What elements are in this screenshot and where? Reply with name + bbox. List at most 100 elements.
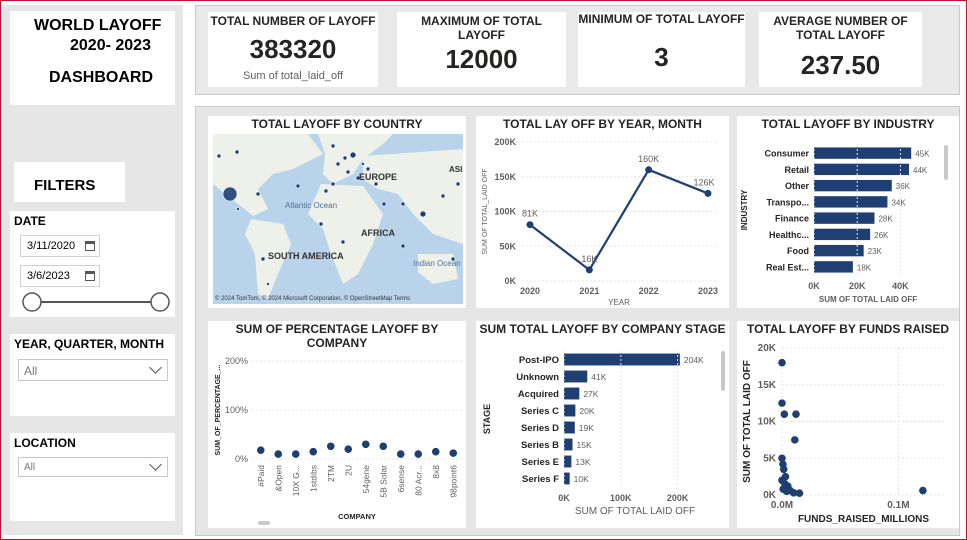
percentage-chart-visual[interactable]: SUM OF PERCENTAGE LAYOFF BY COMPANY 0% 10… bbox=[208, 321, 466, 528]
date-end-value: 3/6/2023 bbox=[27, 270, 70, 282]
stage-bar-chart[interactable]: Post-IPO 204K Unknown 41K Acquired 27K Series … bbox=[476, 321, 729, 528]
slider-start-handle[interactable] bbox=[22, 292, 42, 312]
data-point bbox=[778, 399, 786, 407]
x-tick-label: 98point6 bbox=[448, 465, 458, 498]
x-axis-label: SUM OF TOTAL LAID OFF bbox=[819, 295, 917, 304]
dashboard-title-line2: 2020- 2023 bbox=[70, 37, 151, 54]
data-label: 18K bbox=[857, 263, 872, 272]
data-point bbox=[778, 358, 786, 367]
location-dropdown-value: All bbox=[24, 462, 36, 473]
data-label: 28K bbox=[878, 215, 893, 224]
data-label: 16K bbox=[581, 254, 597, 264]
x-tick-label: 2023 bbox=[698, 286, 718, 296]
kpi-title: AVERAGE NUMBER OF TOTAL LAYOFF bbox=[773, 14, 908, 42]
data-point bbox=[526, 221, 534, 229]
date-start-input[interactable]: 3/11/2020 bbox=[20, 235, 100, 257]
data-point bbox=[344, 445, 353, 453]
bar bbox=[814, 179, 892, 192]
x-tick-label: 0.0M bbox=[771, 500, 793, 511]
funds-scatter-chart[interactable]: 0K 5K 10K 15K 20K 0.0M 0.1M FUNDS_RAISED_MILLIO… bbox=[737, 321, 959, 528]
date-end-input[interactable]: 3/6/2023 bbox=[20, 265, 100, 287]
x-tick-label: 2U bbox=[343, 465, 353, 476]
bar bbox=[564, 472, 570, 485]
date-start-value: 3/11/2020 bbox=[27, 240, 76, 252]
y-axis-label: SUM_OF_PERCENTAGE_... bbox=[215, 365, 222, 456]
data-point bbox=[781, 480, 789, 488]
kpi-value: 383320 bbox=[249, 34, 337, 64]
map-label-south-america: SOUTH AMERICA bbox=[268, 251, 344, 261]
category-label: Series F bbox=[522, 474, 559, 485]
map-label-atlantic: Atlantic Ocean bbox=[285, 201, 337, 210]
bar bbox=[564, 404, 576, 417]
industry-bar-chart[interactable]: Consumer 45K Retail 44K Other 36K Transpo... 34… bbox=[737, 116, 959, 308]
kpi-value: 3 bbox=[654, 42, 669, 72]
data-label: 44K bbox=[913, 166, 928, 175]
stage-bar-chart-visual[interactable]: SUM TOTAL LAYOFF BY COMPANY STAGE Post-I… bbox=[476, 321, 729, 528]
data-point bbox=[291, 450, 300, 458]
dashboard-title-line1: WORLD LAYOFF bbox=[34, 17, 162, 34]
dashboard-title-line3: DASHBOARD bbox=[49, 69, 153, 86]
industry-bar-chart-visual[interactable]: TOTAL LAYOFF BY INDUSTRY Consumer 45K Reta… bbox=[737, 116, 959, 308]
data-label: 20K bbox=[579, 406, 594, 416]
x-tick-label: 20K bbox=[849, 281, 866, 291]
x-tick-label: 0K bbox=[558, 493, 570, 503]
bar bbox=[814, 244, 864, 257]
data-label: 19K bbox=[579, 423, 594, 433]
data-point bbox=[778, 454, 786, 463]
calendar-icon[interactable] bbox=[85, 241, 95, 251]
percentage-scatter-chart[interactable]: 0% 100% 200% #Paid &Open 10X G... 1stdibs 2TM 2U… bbox=[208, 321, 466, 528]
data-point bbox=[274, 450, 283, 458]
funds-scatter-visual[interactable]: TOTAL LAYOFF BY FUNDS RAISED 0K 5K 10K 15K 2… bbox=[737, 321, 959, 528]
date-slicer-label: DATE bbox=[14, 214, 46, 228]
x-tick-label: 10X G... bbox=[291, 465, 301, 496]
location-slicer-label: LOCATION bbox=[14, 436, 76, 450]
kpi-card-max: MAXIMUM OF TOTAL LAYOFF 12000 bbox=[397, 12, 566, 87]
location-dropdown[interactable]: All bbox=[18, 457, 168, 477]
y-tick-label: 50K bbox=[499, 241, 516, 251]
bar bbox=[814, 196, 888, 208]
data-label: 160K bbox=[638, 154, 659, 164]
kpi-card-total: TOTAL NUMBER OF LAYOFF 383320 Sum of tot… bbox=[208, 12, 378, 87]
bar bbox=[564, 421, 575, 434]
x-tick-label: 8x8 bbox=[431, 465, 441, 479]
kpi-title: MAXIMUM OF TOTAL LAYOFF bbox=[421, 14, 542, 42]
scrollbar bbox=[721, 351, 725, 391]
x-tick-label: #Paid bbox=[256, 465, 266, 487]
line-chart[interactable]: 0K 50K 100K 150K 200K 81K 2020 16K 2021 160K 2022 1… bbox=[476, 116, 729, 308]
y-tick-label: 20K bbox=[758, 343, 777, 354]
x-tick-label: 2020 bbox=[520, 286, 540, 296]
data-point bbox=[789, 488, 798, 497]
world-map[interactable]: EUROPE Atlantic Ocean AFRICA SOUTH AMERI… bbox=[213, 134, 463, 304]
x-tick-label: 100K bbox=[610, 493, 632, 503]
slider-end-handle[interactable] bbox=[150, 292, 170, 312]
category-label: Series E bbox=[522, 457, 560, 468]
data-point bbox=[309, 447, 318, 456]
map-data-points[interactable] bbox=[216, 143, 461, 286]
date-range-slider[interactable] bbox=[10, 289, 175, 315]
category-label: Series B bbox=[521, 440, 559, 451]
yqm-dropdown-value: All bbox=[24, 364, 38, 378]
calendar-icon[interactable] bbox=[85, 271, 95, 281]
data-point bbox=[792, 410, 800, 418]
chevron-down-icon bbox=[149, 361, 162, 374]
kpi-title: TOTAL NUMBER OF LAYOFF bbox=[210, 14, 376, 28]
data-point bbox=[256, 446, 265, 454]
date-slicer: DATE 3/11/2020 3/6/2023 bbox=[10, 211, 175, 317]
chart-title: SUM TOTAL LAYOFF BY COMPANY STAGE bbox=[479, 322, 726, 336]
yqm-dropdown[interactable]: All bbox=[18, 359, 168, 381]
map-attribution: © 2024 TomTom, © 2024 Microsoft Corporat… bbox=[215, 295, 410, 302]
y-tick-label: 100K bbox=[494, 207, 516, 217]
line-chart-visual[interactable]: TOTAL LAY OFF BY YEAR, MONTH 0K 50K 100K 15… bbox=[476, 116, 729, 308]
x-tick-label: 2TM bbox=[326, 465, 336, 482]
data-point bbox=[791, 436, 799, 444]
data-point bbox=[780, 410, 789, 418]
map-visual[interactable]: TOTAL LAYOFF BY COUNTRY EUROPE Atlantic … bbox=[208, 116, 466, 308]
data-label: 126K bbox=[693, 177, 714, 187]
bar bbox=[564, 353, 680, 366]
y-tick-label: 10K bbox=[758, 417, 777, 428]
category-label: Transpo... bbox=[766, 197, 809, 207]
y-axis-label: STAGE bbox=[482, 404, 492, 434]
category-label: Series D bbox=[521, 423, 559, 434]
x-tick-label: 0K bbox=[808, 281, 820, 291]
data-label: 26K bbox=[874, 231, 889, 240]
